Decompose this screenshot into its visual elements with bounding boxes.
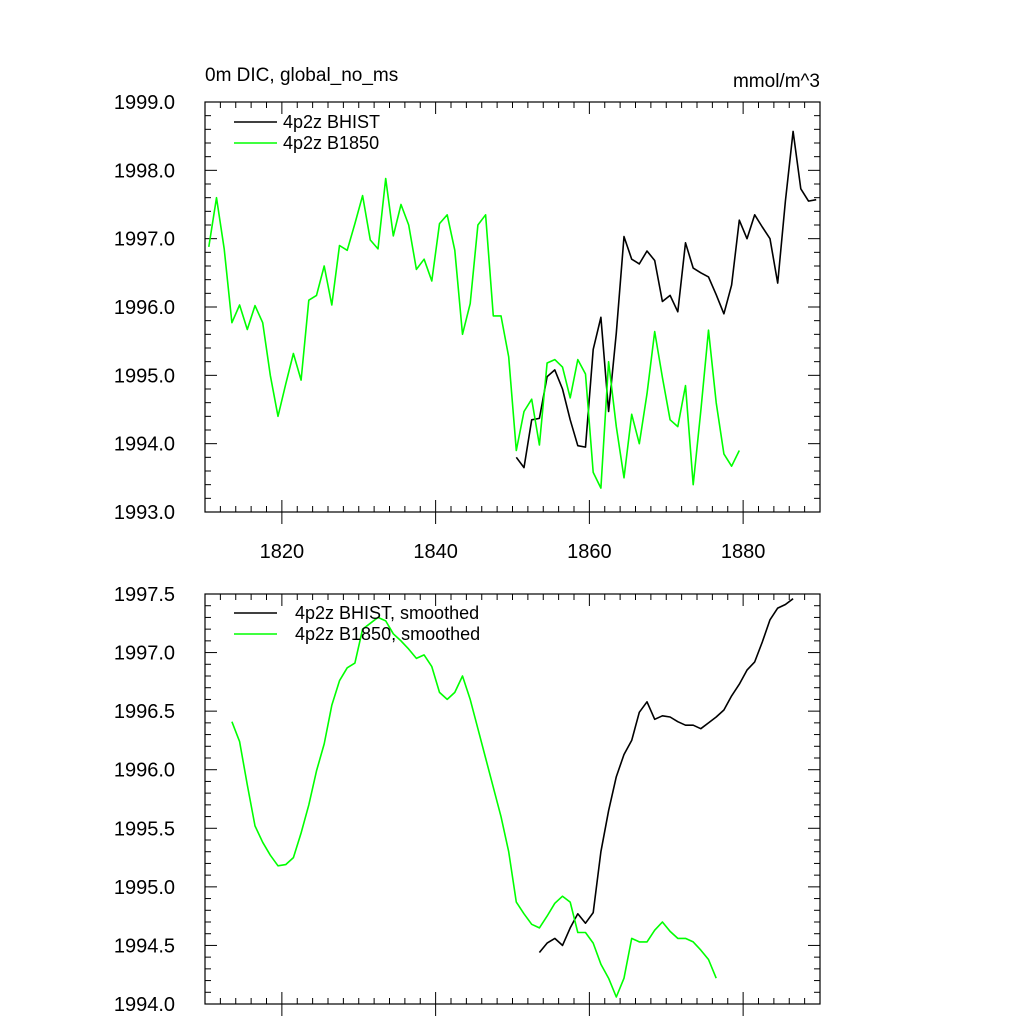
y-tick-label: 1998.0 (114, 160, 175, 182)
series-line-4p2z-b1850-smoothed (231, 616, 717, 998)
top-legend: 4p2z BHIST 4p2z B1850 (234, 112, 380, 153)
y-tick-label: 1993.0 (114, 502, 175, 524)
bottom-panel-series (231, 598, 794, 998)
y-tick-label: 1994.0 (114, 434, 175, 456)
bottom-legend: 4p2z BHIST, smoothed 4p2z B1850, smoothe… (234, 603, 480, 644)
bottom-panel-tick-labels: 1994.0 1994.5 1995.0 1995.5 1996.0 1996.5 1997… (114, 584, 175, 1016)
legend-label-b1850: 4p2z B1850 (283, 133, 379, 153)
series-line-4p2z-bhist-smoothed (538, 598, 794, 954)
bottom-panel: 1994.0 1994.5 1995.0 1995.5 1996.0 1996.5 1997… (114, 584, 821, 1016)
top-panel-series (208, 130, 817, 489)
top-chart-title: 0m DIC, global_no_ms (205, 65, 398, 86)
series-line-4p2z-b1850 (208, 177, 741, 489)
bottom-panel-ticks (204, 593, 821, 1016)
y-tick-label: 1996.5 (114, 701, 175, 723)
top-panel-tick-labels: 1993.0 1994.0 1995.0 1996.0 1997.0 1998.0 1999… (114, 92, 766, 563)
y-tick-label: 1994.5 (114, 935, 175, 957)
top-panel-ticks (204, 101, 821, 524)
top-panel: 0m DIC, global_no_ms mmol/m^3 1993.0 1994… (114, 65, 821, 563)
legend-label-bhist-smoothed: 4p2z BHIST, smoothed (295, 603, 479, 623)
y-tick-label: 1997.5 (114, 584, 175, 606)
x-tick-label: 1880 (721, 541, 766, 563)
x-tick-label: 1840 (413, 541, 458, 563)
y-tick-label: 1995.0 (114, 877, 175, 899)
bottom-plot-frame (204, 593, 821, 1005)
y-tick-label: 1997.0 (114, 643, 175, 665)
y-tick-label: 1996.0 (114, 760, 175, 782)
y-tick-label: 1996.0 (114, 297, 175, 319)
y-tick-label: 1994.0 (114, 994, 175, 1016)
x-tick-label: 1820 (260, 541, 305, 563)
x-tick-label: 1860 (567, 541, 612, 563)
legend-label-bhist: 4p2z BHIST (283, 112, 380, 132)
legend-label-b1850-smoothed: 4p2z B1850, smoothed (295, 624, 480, 644)
y-tick-label: 1999.0 (114, 92, 175, 114)
y-tick-label: 1995.0 (114, 365, 175, 387)
series-line-4p2z-bhist (515, 130, 817, 469)
y-tick-label: 1995.5 (114, 818, 175, 840)
y-tick-label: 1997.0 (114, 229, 175, 251)
top-chart-units: mmol/m^3 (733, 71, 820, 92)
top-plot-frame (204, 101, 821, 513)
